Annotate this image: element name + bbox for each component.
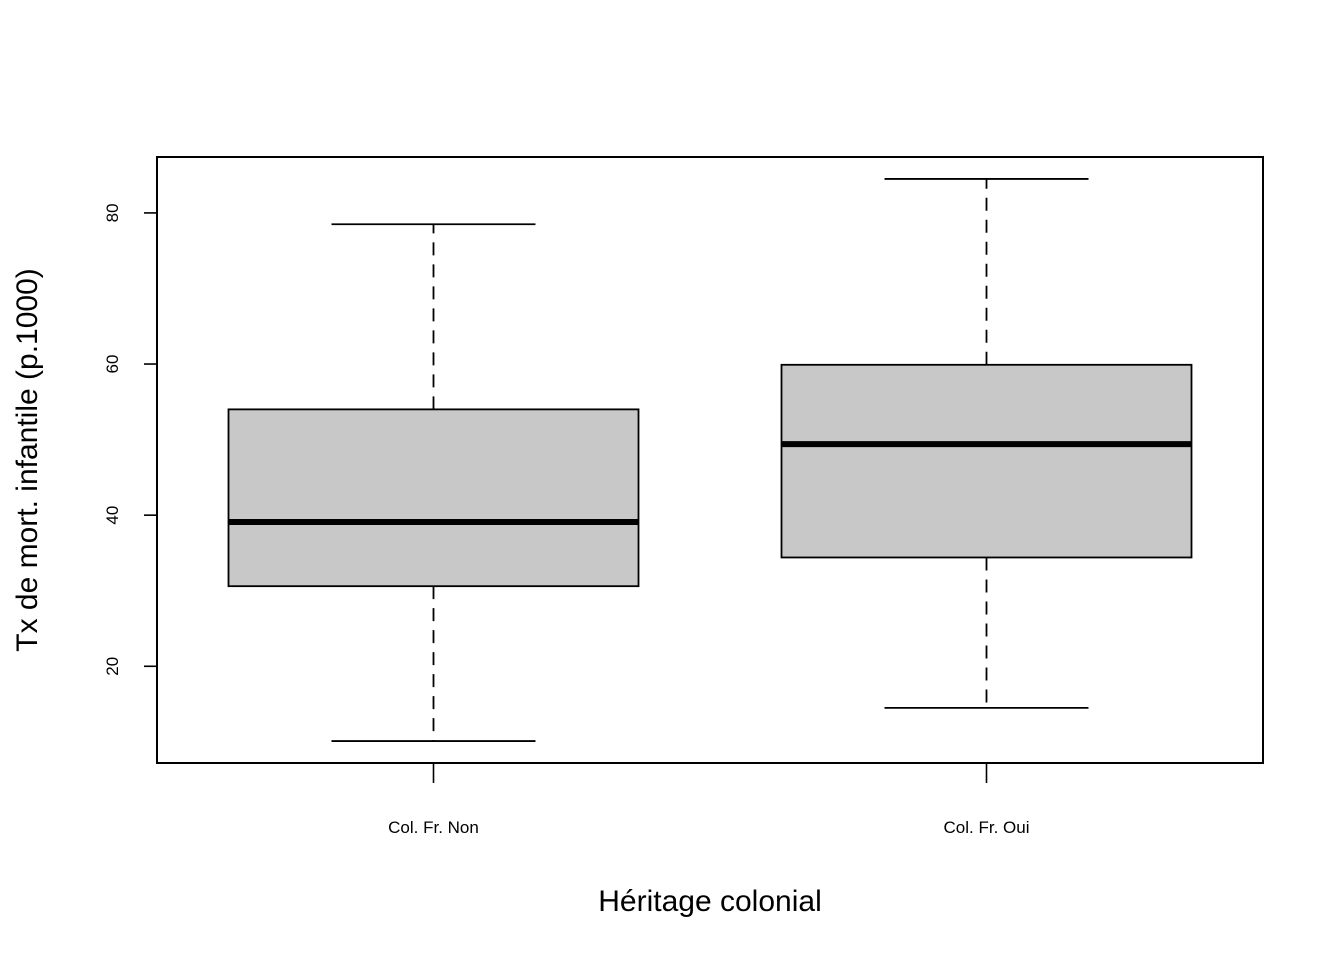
axes-layer: 20 40 60 80 Col. Fr. Non Col. Fr. Oui bbox=[103, 203, 1029, 837]
y-tick-label: 40 bbox=[103, 506, 122, 525]
x-tick-label: Col. Fr. Oui bbox=[944, 818, 1030, 837]
y-axis-title: Tx de mort. infantile (p.1000) bbox=[11, 268, 44, 652]
x-tick-label: Col. Fr. Non bbox=[388, 818, 479, 837]
boxes-layer bbox=[227, 178, 1193, 742]
y-tick-label: 20 bbox=[103, 657, 122, 676]
y-tick-label: 60 bbox=[103, 355, 122, 374]
x-axis-title: Héritage colonial bbox=[598, 885, 821, 918]
iqr-box bbox=[780, 363, 1193, 559]
iqr-box bbox=[227, 408, 640, 588]
plot-frame bbox=[156, 156, 1264, 764]
box-group bbox=[780, 178, 1193, 709]
y-tick-label: 80 bbox=[103, 203, 122, 222]
box-group bbox=[227, 223, 640, 742]
